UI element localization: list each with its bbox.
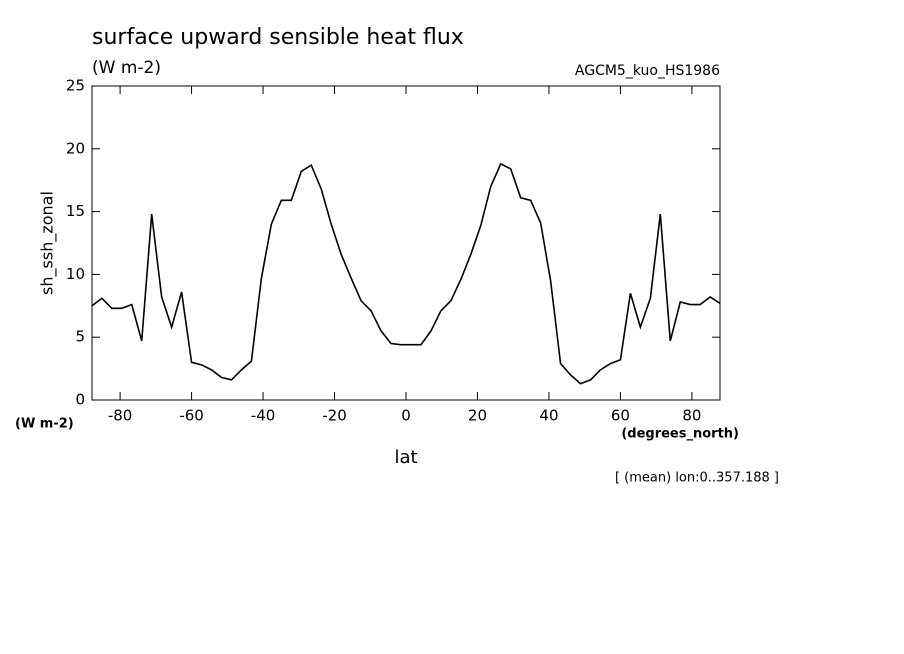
x-units: (degrees_north) — [621, 427, 739, 442]
x-tick-label: -20 — [322, 407, 347, 425]
chart-subtitle: (W m-2) — [92, 58, 161, 78]
y-axis-label: sh_ssh_zonal — [38, 191, 58, 295]
source-label: AGCM5_kuo_HS1986 — [575, 63, 720, 79]
y-tick-label: 10 — [66, 265, 85, 283]
x-tick-label: -40 — [251, 407, 276, 425]
y-units: (W m-2) — [15, 417, 74, 432]
x-tick-label: -60 — [179, 407, 204, 425]
x-tick-label: 20 — [468, 407, 487, 425]
y-tick-label: 0 — [75, 391, 85, 409]
y-tick-label: 25 — [66, 77, 85, 95]
y-tick-label: 15 — [66, 202, 85, 220]
plot-frame — [91, 85, 721, 401]
annotation: [ (mean) lon:0..357.188 ] — [615, 471, 779, 486]
x-tick-label: 0 — [401, 407, 411, 425]
x-tick-label: -80 — [108, 407, 133, 425]
x-tick-label: 60 — [611, 407, 630, 425]
y-tick-label: 5 — [75, 328, 85, 346]
chart-title: surface upward sensible heat flux — [92, 25, 464, 50]
y-tick-label: 20 — [66, 139, 85, 157]
x-tick-label: 40 — [539, 407, 558, 425]
data-line — [91, 162, 721, 385]
x-axis-label: lat — [394, 447, 417, 468]
x-tick-label: 80 — [682, 407, 701, 425]
